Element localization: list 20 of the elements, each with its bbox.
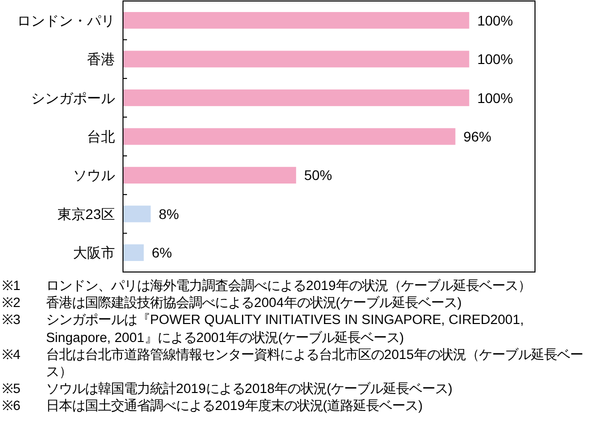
data-label: 96%: [463, 128, 492, 144]
y-tick-label: ロンドン・パリ: [17, 12, 115, 28]
y-tick-label: 大阪市: [73, 244, 115, 261]
data-label: 100%: [477, 90, 514, 106]
data-label: 8%: [158, 206, 179, 222]
data-label: 100%: [477, 51, 514, 68]
text: ※4 台北は台北市道路管線情報センター資料による台北市区の2015年の状況（ケーブル延長ベース）: [2, 346, 583, 380]
text: ※6 日本は国土交通省調べによる2019年度末の状況(道路延長ベース): [2, 398, 423, 414]
y-tick-label: 台北: [87, 128, 115, 144]
y-tick-label: シンガポール: [31, 90, 115, 106]
y-tick-label: 東京23区: [57, 206, 115, 222]
data-label: 50%: [304, 167, 332, 184]
y-tick-label: ソウル: [73, 167, 115, 184]
data-label: 100%: [477, 12, 514, 28]
y-tick-label: 香港: [87, 51, 115, 68]
text: ※2 香港は国際建設技術協会調べによる2004年の状況(ケーブル延長ベース): [2, 295, 462, 310]
text: ※3 シンガポールは『POWER QUALITY INITIATIVES IN SINGAPORE, CIRED2001, Singapore, 2001』による2001年の状況(ケーブル延長ベース): [2, 312, 524, 345]
text: ※1 ロンドン、パリは海外電力調査会調べによる2019年の状況（ケーブル延長ベース）: [2, 278, 531, 293]
text: ※5 ソウルは韓国電力統計2019による2018年の状況(ケーブル延長ベース): [2, 381, 452, 396]
data-label: 6%: [152, 244, 172, 261]
